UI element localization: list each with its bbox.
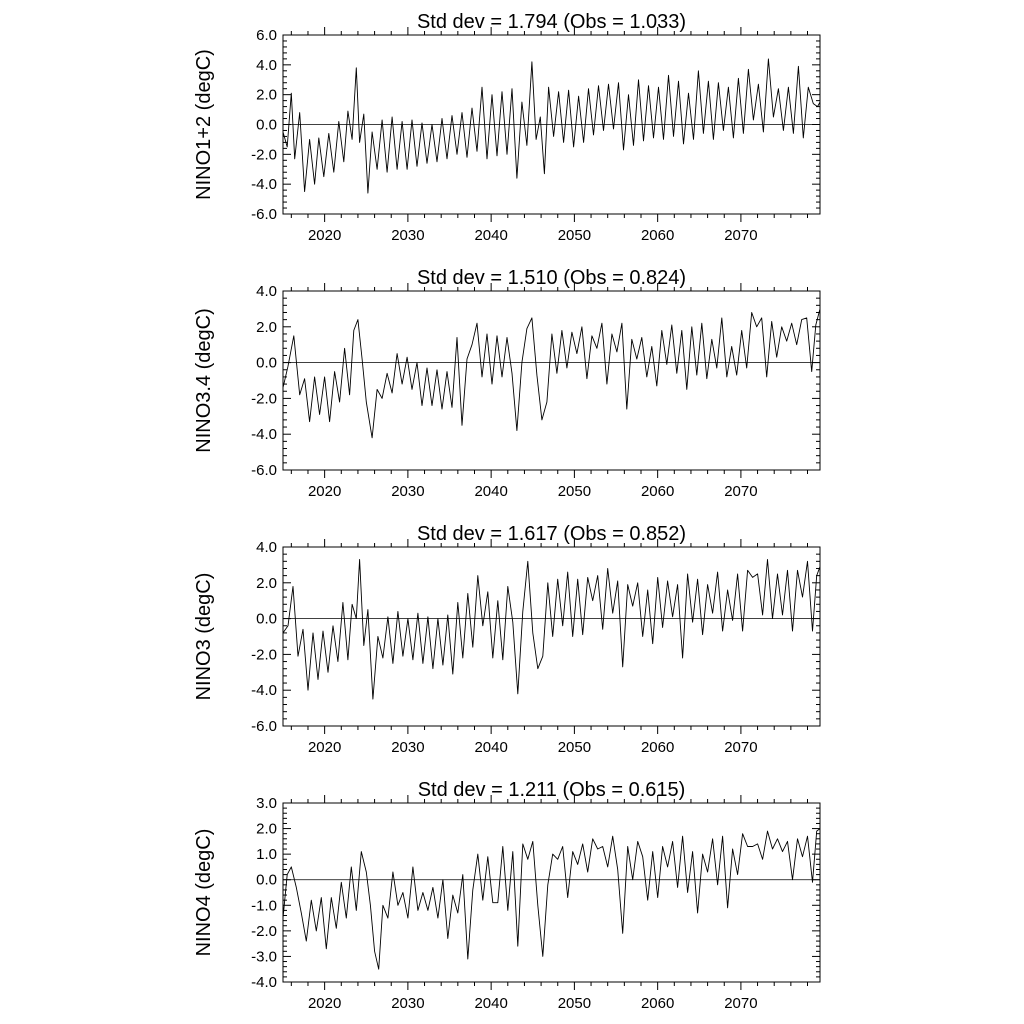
y-tick-label: 2.0	[256, 575, 277, 592]
x-tick-label: 2050	[558, 739, 591, 756]
y-tick-label: 4.0	[256, 57, 277, 74]
y-axis-label: NINO1+2 (degC)	[193, 49, 215, 200]
y-axis-label: NINO4 (degC)	[193, 829, 215, 957]
x-tick-label: 2050	[558, 227, 591, 244]
y-tick-label: -6.0	[251, 206, 277, 223]
x-tick-label: 2060	[641, 483, 674, 500]
y-tick-label: -4.0	[251, 426, 277, 443]
chart-panel-4: Std dev = 1.211 (Obs = 0.615) NINO4 (degC…	[193, 779, 821, 1012]
y-tick-label: -6.0	[251, 718, 277, 735]
y-tick-label: -6.0	[251, 462, 277, 479]
x-tick-label: 2050	[558, 483, 591, 500]
y-tick-label: -4.0	[251, 974, 277, 991]
y-tick-label: 2.0	[256, 87, 277, 104]
y-tick-label: -2.0	[251, 923, 277, 940]
x-tick-label: 2070	[724, 995, 757, 1012]
x-tick-label: 2060	[641, 227, 674, 244]
y-axis-label: NINO3.4 (degC)	[193, 308, 215, 453]
x-tick-label: 2030	[391, 227, 424, 244]
y-tick-label: 0.0	[256, 355, 277, 372]
plot-frame	[282, 802, 821, 983]
plot-frame	[282, 290, 821, 471]
x-tick-label: 2020	[308, 227, 341, 244]
chart-title: Std dev = 1.794 (Obs = 1.033)	[417, 11, 686, 33]
x-tick-label: 2050	[558, 995, 591, 1012]
x-tick-label: 2040	[474, 995, 507, 1012]
x-tick-label: 2040	[474, 739, 507, 756]
series-line-1	[282, 559, 821, 700]
y-tick-label: 0.0	[256, 872, 277, 889]
plot-frame	[282, 546, 821, 727]
y-tick-label: 4.0	[256, 283, 277, 300]
x-tick-label: 2030	[391, 739, 424, 756]
y-tick-label: -2.0	[251, 146, 277, 163]
x-tick-label: 2070	[724, 739, 757, 756]
x-tick-label: 2020	[308, 739, 341, 756]
y-tick-label: 2.0	[256, 319, 277, 336]
chart-panel-3: Std dev = 1.617 (Obs = 0.852) NINO3 (degC…	[193, 523, 821, 756]
chart-panel-1: Std dev = 1.794 (Obs = 1.033) NINO1+2 (de…	[193, 11, 821, 244]
x-tick-label: 2020	[308, 995, 341, 1012]
x-tick-label: 2070	[724, 227, 757, 244]
y-tick-label: -4.0	[251, 176, 277, 193]
y-tick-label: -2.0	[251, 390, 277, 407]
y-tick-label: 6.0	[256, 27, 277, 44]
chart-title: Std dev = 1.510 (Obs = 0.824)	[417, 267, 686, 289]
y-tick-label: 0.0	[256, 117, 277, 134]
y-tick-label: -1.0	[251, 897, 277, 914]
x-tick-label: 2030	[391, 995, 424, 1012]
x-tick-label: 2070	[724, 483, 757, 500]
series-line-1	[282, 828, 821, 970]
x-tick-label: 2020	[308, 483, 341, 500]
x-tick-label: 2060	[641, 995, 674, 1012]
y-tick-label: 3.0	[256, 795, 277, 812]
chart-title: Std dev = 1.617 (Obs = 0.852)	[417, 523, 686, 545]
x-tick-label: 2030	[391, 483, 424, 500]
y-axis-label: NINO3 (degC)	[193, 573, 215, 701]
y-tick-label: 2.0	[256, 821, 277, 838]
y-tick-label: -3.0	[251, 948, 277, 965]
x-tick-label: 2040	[474, 483, 507, 500]
series-line-1	[282, 308, 821, 439]
y-tick-label: -4.0	[251, 682, 277, 699]
series-line-1	[282, 58, 821, 194]
y-tick-label: -2.0	[251, 646, 277, 663]
chart-title: Std dev = 1.211 (Obs = 0.615)	[418, 779, 686, 801]
x-tick-label: 2060	[641, 739, 674, 756]
chart-panel-2: Std dev = 1.510 (Obs = 0.824) NINO3.4 (de…	[193, 267, 821, 500]
y-tick-label: 0.0	[256, 611, 277, 628]
y-tick-label: 1.0	[256, 846, 277, 863]
x-tick-label: 2040	[474, 227, 507, 244]
y-tick-label: 4.0	[256, 539, 277, 556]
